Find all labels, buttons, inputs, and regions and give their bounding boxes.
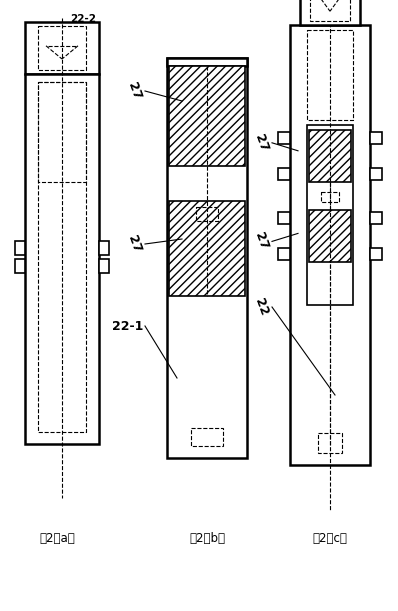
Text: 图2（b）: 图2（b） <box>189 532 225 545</box>
Bar <box>38 26 86 70</box>
Text: 27: 27 <box>252 133 270 153</box>
Bar <box>370 212 382 224</box>
Bar <box>318 433 342 453</box>
Bar <box>278 248 290 260</box>
Bar <box>278 132 290 144</box>
Text: 27: 27 <box>125 81 143 101</box>
Bar <box>25 74 99 444</box>
Bar <box>196 207 218 221</box>
Text: 图2（c）: 图2（c） <box>312 532 347 545</box>
Bar <box>167 58 247 66</box>
Bar <box>38 82 86 182</box>
Bar <box>278 212 290 224</box>
Bar <box>169 66 245 166</box>
Bar <box>15 258 25 273</box>
Bar <box>307 30 353 120</box>
Bar <box>278 168 290 180</box>
Bar <box>38 82 86 432</box>
Text: 22-1: 22-1 <box>111 320 143 332</box>
Bar <box>191 428 223 446</box>
Bar <box>309 210 351 262</box>
Bar <box>15 241 25 255</box>
Bar <box>290 25 370 465</box>
Bar <box>167 58 247 458</box>
Text: 27: 27 <box>125 233 143 254</box>
Bar <box>370 168 382 180</box>
Bar <box>99 258 109 273</box>
Text: 27: 27 <box>252 231 270 252</box>
Text: 22-2: 22-2 <box>70 14 96 24</box>
Text: 图2（a）: 图2（a） <box>39 532 75 545</box>
Bar <box>25 22 99 74</box>
Bar <box>300 0 360 25</box>
Bar <box>99 241 109 255</box>
Bar <box>370 248 382 260</box>
Bar <box>307 125 353 305</box>
Bar <box>370 132 382 144</box>
Bar <box>310 0 350 21</box>
Bar <box>309 130 351 182</box>
Text: 22: 22 <box>252 296 270 318</box>
Bar <box>169 201 245 296</box>
Bar <box>321 192 339 202</box>
